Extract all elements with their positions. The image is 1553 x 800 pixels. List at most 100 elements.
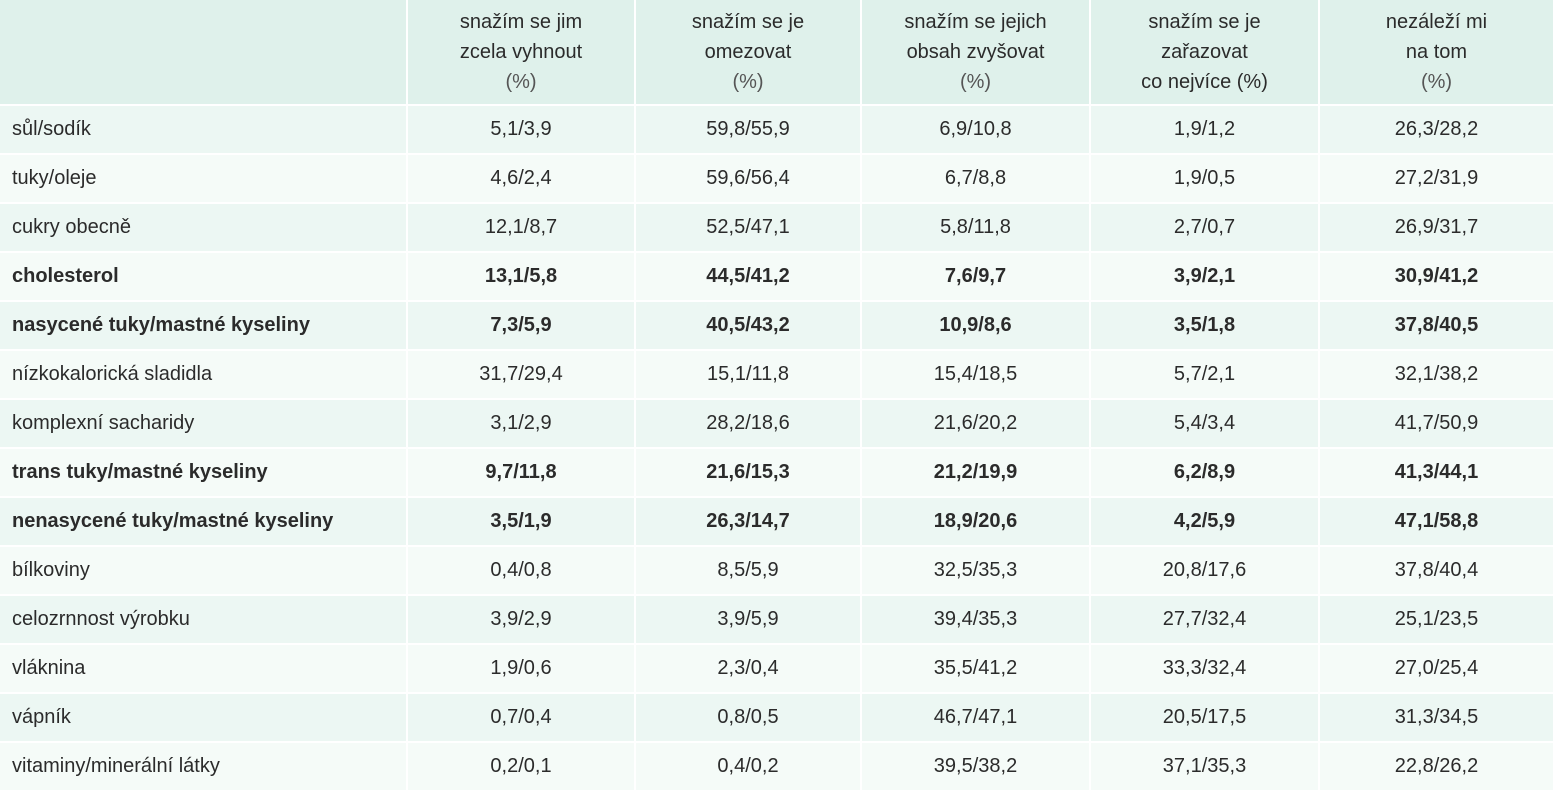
row-value-col-1: 0,7/0,4 xyxy=(406,692,634,741)
header-text-line: snažím se jejich xyxy=(904,11,1047,33)
row-value-col-5: 47,1/58,8 xyxy=(1318,496,1553,545)
table-row: cukry obecně 12,1/8,7 52,5/47,1 5,8/11,8 2,7… xyxy=(0,202,1553,251)
row-value-col-5: 30,9/41,2 xyxy=(1318,251,1553,300)
row-value-col-4: 20,8/17,6 xyxy=(1089,545,1318,594)
row-label: bílkoviny xyxy=(0,545,406,594)
row-value-col-1: 13,1/5,8 xyxy=(406,251,634,300)
row-label: cukry obecně xyxy=(0,202,406,251)
row-label: cholesterol xyxy=(0,251,406,300)
header-cell-2: snažím se je omezovat (%) xyxy=(634,0,860,104)
row-value-col-1: 3,1/2,9 xyxy=(406,398,634,447)
header-unit: (%) xyxy=(959,71,992,93)
header-text-line: co nejvíce (%) xyxy=(1141,71,1268,93)
row-value-col-3: 32,5/35,3 xyxy=(860,545,1089,594)
row-value-col-3: 18,9/20,6 xyxy=(860,496,1089,545)
row-value-col-4: 1,9/1,2 xyxy=(1089,104,1318,153)
row-label: nenasycené tuky/mastné kyseliny xyxy=(0,496,406,545)
row-label: vápník xyxy=(0,692,406,741)
row-value-col-1: 1,9/0,6 xyxy=(406,643,634,692)
row-value-col-2: 3,9/5,9 xyxy=(634,594,860,643)
row-value-col-2: 0,8/0,5 xyxy=(634,692,860,741)
table-row: komplexní sacharidy 3,1/2,9 28,2/18,6 21,6/… xyxy=(0,398,1553,447)
row-label: sůl/sodík xyxy=(0,104,406,153)
row-value-col-4: 4,2/5,9 xyxy=(1089,496,1318,545)
row-value-col-3: 46,7/47,1 xyxy=(860,692,1089,741)
row-value-col-2: 44,5/41,2 xyxy=(634,251,860,300)
row-value-col-2: 26,3/14,7 xyxy=(634,496,860,545)
table-row: sůl/sodík 5,1/3,9 59,8/55,9 6,9/10,8 1,9/1,2… xyxy=(0,104,1553,153)
row-value-col-3: 6,7/8,8 xyxy=(860,153,1089,202)
row-value-col-5: 41,3/44,1 xyxy=(1318,447,1553,496)
header-unit: (%) xyxy=(505,71,537,93)
header-unit: (%) xyxy=(732,71,764,93)
table-row: nízkokalorická sladidla 31,7/29,4 15,1/11,… xyxy=(0,349,1553,398)
row-value-col-2: 59,6/56,4 xyxy=(634,153,860,202)
row-value-col-1: 0,2/0,1 xyxy=(406,741,634,790)
row-value-col-1: 31,7/29,4 xyxy=(406,349,634,398)
row-value-col-2: 21,6/15,3 xyxy=(634,447,860,496)
row-value-col-2: 59,8/55,9 xyxy=(634,104,860,153)
row-value-col-3: 7,6/9,7 xyxy=(860,251,1089,300)
header-cell-4: snažím se je zařazovat co nejvíce (%) xyxy=(1089,0,1318,104)
header-row: snažím se jim zcela vyhnout (%) snažím se j… xyxy=(0,0,1553,104)
row-value-col-5: 41,7/50,9 xyxy=(1318,398,1553,447)
row-value-col-3: 10,9/8,6 xyxy=(860,300,1089,349)
row-label: trans tuky/mastné kyseliny xyxy=(0,447,406,496)
row-value-col-4: 6,2/8,9 xyxy=(1089,447,1318,496)
row-value-col-4: 37,1/35,3 xyxy=(1089,741,1318,790)
table-row: trans tuky/mastné kyseliny 9,7/11,8 21,6/1… xyxy=(0,447,1553,496)
row-value-col-1: 7,3/5,9 xyxy=(406,300,634,349)
row-value-col-3: 15,4/18,5 xyxy=(860,349,1089,398)
row-label: komplexní sacharidy xyxy=(0,398,406,447)
table-body: sůl/sodík 5,1/3,9 59,8/55,9 6,9/10,8 1,9/1,2… xyxy=(0,104,1553,790)
row-value-col-4: 3,5/1,8 xyxy=(1089,300,1318,349)
row-value-col-4: 1,9/0,5 xyxy=(1089,153,1318,202)
row-label: nasycené tuky/mastné kyseliny xyxy=(0,300,406,349)
table-row: vápník 0,7/0,4 0,8/0,5 46,7/47,1 20,5/17,5 31… xyxy=(0,692,1553,741)
row-value-col-2: 28,2/18,6 xyxy=(634,398,860,447)
row-value-col-1: 0,4/0,8 xyxy=(406,545,634,594)
row-value-col-5: 26,3/28,2 xyxy=(1318,104,1553,153)
table-row: vláknina 1,9/0,6 2,3/0,4 35,5/41,2 33,3/32,4… xyxy=(0,643,1553,692)
row-value-col-2: 0,4/0,2 xyxy=(634,741,860,790)
row-value-col-5: 27,2/31,9 xyxy=(1318,153,1553,202)
row-value-col-4: 5,4/3,4 xyxy=(1089,398,1318,447)
row-value-col-4: 27,7/32,4 xyxy=(1089,594,1318,643)
header-text-line: zcela vyhnout xyxy=(459,41,583,63)
row-value-col-3: 39,5/38,2 xyxy=(860,741,1089,790)
row-label: vláknina xyxy=(0,643,406,692)
row-value-col-2: 52,5/47,1 xyxy=(634,202,860,251)
header-cell-5: nezáleží mi na tom (%) xyxy=(1318,0,1553,104)
header-text-line: snažím se je xyxy=(1148,11,1261,33)
row-value-col-4: 3,9/2,1 xyxy=(1089,251,1318,300)
row-value-col-5: 26,9/31,7 xyxy=(1318,202,1553,251)
row-label: tuky/oleje xyxy=(0,153,406,202)
table-row: tuky/oleje 4,6/2,4 59,6/56,4 6,7/8,8 1,9/0,5… xyxy=(0,153,1553,202)
header-cell-1: snažím se jim zcela vyhnout (%) xyxy=(406,0,634,104)
header-unit: (%) xyxy=(1420,71,1453,93)
row-value-col-4: 33,3/32,4 xyxy=(1089,643,1318,692)
row-value-col-2: 2,3/0,4 xyxy=(634,643,860,692)
row-value-col-3: 39,4/35,3 xyxy=(860,594,1089,643)
row-value-col-5: 32,1/38,2 xyxy=(1318,349,1553,398)
row-label: vitaminy/minerální látky xyxy=(0,741,406,790)
row-value-col-4: 5,7/2,1 xyxy=(1089,349,1318,398)
row-value-col-5: 31,3/34,5 xyxy=(1318,692,1553,741)
row-label: nízkokalorická sladidla xyxy=(0,349,406,398)
row-value-col-3: 6,9/10,8 xyxy=(860,104,1089,153)
header-text-line: snažím se jim xyxy=(459,11,583,33)
header-text-line: obsah zvyšovat xyxy=(906,41,1045,63)
header-text-line: zařazovat xyxy=(1161,41,1248,63)
row-value-col-5: 37,8/40,4 xyxy=(1318,545,1553,594)
row-value-col-3: 5,8/11,8 xyxy=(860,202,1089,251)
row-value-col-4: 20,5/17,5 xyxy=(1089,692,1318,741)
row-value-col-1: 3,9/2,9 xyxy=(406,594,634,643)
row-value-col-2: 8,5/5,9 xyxy=(634,545,860,594)
table-row: vitaminy/minerální látky 0,2/0,1 0,4/0,2 39… xyxy=(0,741,1553,790)
row-value-col-4: 2,7/0,7 xyxy=(1089,202,1318,251)
row-value-col-5: 25,1/23,5 xyxy=(1318,594,1553,643)
row-value-col-1: 3,5/1,9 xyxy=(406,496,634,545)
row-value-col-3: 21,2/19,9 xyxy=(860,447,1089,496)
row-label: celozrnnost výrobku xyxy=(0,594,406,643)
